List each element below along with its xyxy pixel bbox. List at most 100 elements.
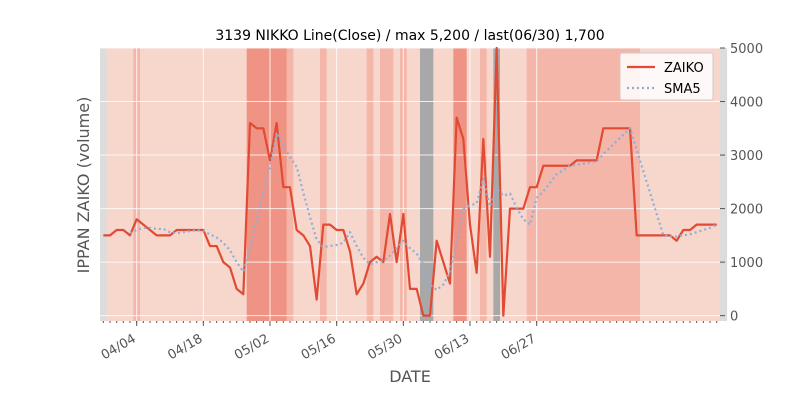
background-band: [240, 48, 248, 321]
legend: ZAIKO SMA5: [619, 52, 714, 101]
background-band: [306, 48, 314, 321]
background-band: [366, 48, 374, 321]
background-band: [540, 48, 548, 321]
background-band: [440, 48, 448, 321]
background-band: [706, 48, 714, 321]
y-axis-label: IPPAN ZAIKO (volume): [74, 97, 93, 274]
background-band: [513, 48, 521, 321]
background-band: [693, 48, 701, 321]
y-tick-label: 0: [730, 310, 738, 325]
background-band: [220, 48, 228, 321]
background-band: [573, 48, 581, 321]
background-band: [373, 48, 381, 321]
legend-sma5-label: SMA5: [664, 82, 701, 97]
background-band: [620, 48, 628, 321]
background-band: [386, 48, 394, 321]
background-band: [493, 48, 501, 321]
background-band: [606, 48, 614, 321]
background-band: [666, 48, 674, 321]
background-band: [260, 48, 268, 321]
background-band: [453, 48, 461, 321]
background-band: [160, 48, 168, 321]
background-band: [500, 48, 508, 321]
x-tick-label: 05/02: [232, 331, 272, 363]
y-tick-label: 5000: [730, 42, 763, 57]
x-tick-label: 05/16: [299, 331, 339, 363]
background-band: [660, 48, 668, 321]
background-band: [626, 48, 634, 321]
background-band: [720, 48, 728, 321]
background-band: [413, 48, 421, 321]
background-band: [673, 48, 681, 321]
background-band: [506, 48, 514, 321]
axes: 04/04 04/18 05/02 05/16 05/30 06/13 06/27 0 1000…: [99, 42, 763, 363]
background-band: [213, 48, 221, 321]
background-band: [180, 48, 188, 321]
background-band: [393, 48, 401, 321]
background-band: [593, 48, 601, 321]
background-band: [233, 48, 241, 321]
series-line-zaiko: [103, 46, 717, 317]
x-tick-label: 06/13: [432, 331, 472, 363]
background-band: [346, 48, 354, 321]
background-band: [360, 48, 368, 321]
background-band: [113, 48, 121, 321]
background-band: [633, 48, 641, 321]
background-band: [166, 48, 174, 321]
background-band: [153, 48, 161, 321]
background-band: [613, 48, 621, 321]
background-band: [406, 48, 414, 321]
background-band: [173, 48, 181, 321]
background-band: [206, 48, 214, 321]
background-band: [646, 48, 654, 321]
background-band: [126, 48, 134, 321]
background-band: [680, 48, 688, 321]
chart-title: 3139 NIKKO Line(Close) / max 5,200 / las…: [215, 28, 604, 44]
background-band: [653, 48, 661, 321]
background-band: [586, 48, 594, 321]
background-band: [553, 48, 561, 321]
background-band: [100, 48, 108, 321]
background-band: [253, 48, 261, 321]
x-axis-label: DATE: [389, 367, 431, 386]
background-band: [713, 48, 721, 321]
y-tick-label: 4000: [730, 96, 763, 111]
background-band: [600, 48, 608, 321]
background-band: [140, 48, 148, 321]
background-band: [320, 48, 328, 321]
background-band: [486, 48, 494, 321]
background-band: [226, 48, 234, 321]
y-tick-label: 3000: [730, 149, 763, 164]
background-band: [146, 48, 154, 321]
background-band: [193, 48, 201, 321]
background-band: [580, 48, 588, 321]
background-band: [446, 48, 454, 321]
series-lines: [103, 46, 718, 317]
background-band: [480, 48, 488, 321]
legend-zaiko-label: ZAIKO: [664, 61, 704, 76]
y-tick-label: 2000: [730, 203, 763, 218]
background-band: [313, 48, 321, 321]
background-band: [686, 48, 694, 321]
x-tick-label: 06/27: [499, 331, 539, 363]
background-band: [300, 48, 308, 321]
background-band: [566, 48, 574, 321]
background-band: [700, 48, 708, 321]
background-band: [246, 48, 254, 321]
background-band: [353, 48, 361, 321]
x-tick-label: 04/18: [165, 331, 205, 363]
background-band: [120, 48, 128, 321]
background-band: [473, 48, 481, 321]
background-band: [460, 48, 468, 321]
background-band: [546, 48, 554, 321]
background-band: [640, 48, 648, 321]
background-band: [426, 48, 434, 321]
x-tick-label: 04/04: [99, 331, 139, 363]
x-tick-label: 05/30: [365, 331, 405, 363]
background-band: [526, 48, 534, 321]
background-band: [286, 48, 294, 321]
background-band: [380, 48, 388, 321]
background-band: [560, 48, 568, 321]
background-band: [433, 48, 441, 321]
